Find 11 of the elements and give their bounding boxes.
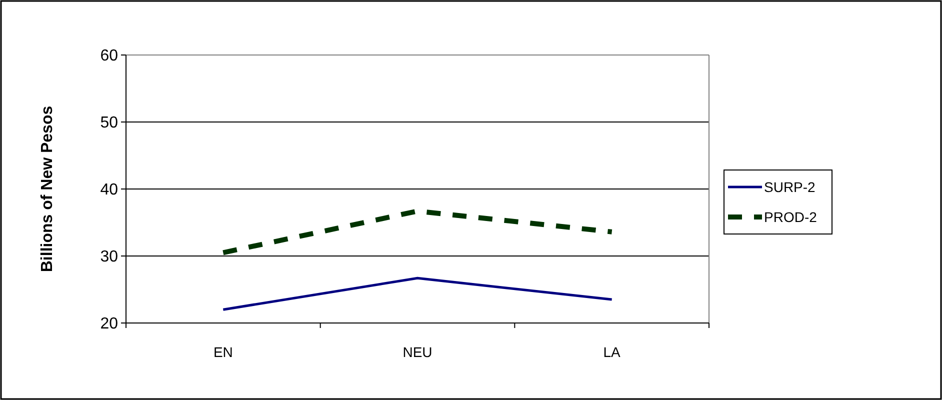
y-tick-label: 40 bbox=[100, 182, 118, 199]
y-tick-label: 20 bbox=[100, 316, 118, 333]
legend-label: SURP-2 bbox=[764, 178, 816, 195]
x-tick-label: LA bbox=[603, 344, 622, 360]
y-tick-label: 30 bbox=[100, 248, 118, 266]
y-axis-title: Billions of New Pesos bbox=[39, 106, 56, 272]
x-tick-label: EN bbox=[213, 344, 233, 360]
y-tick-label: 60 bbox=[100, 48, 118, 65]
legend-label: PROD-2 bbox=[764, 208, 818, 225]
x-tick-label: NEU bbox=[402, 344, 432, 360]
y-tick-label: 50 bbox=[100, 114, 118, 132]
